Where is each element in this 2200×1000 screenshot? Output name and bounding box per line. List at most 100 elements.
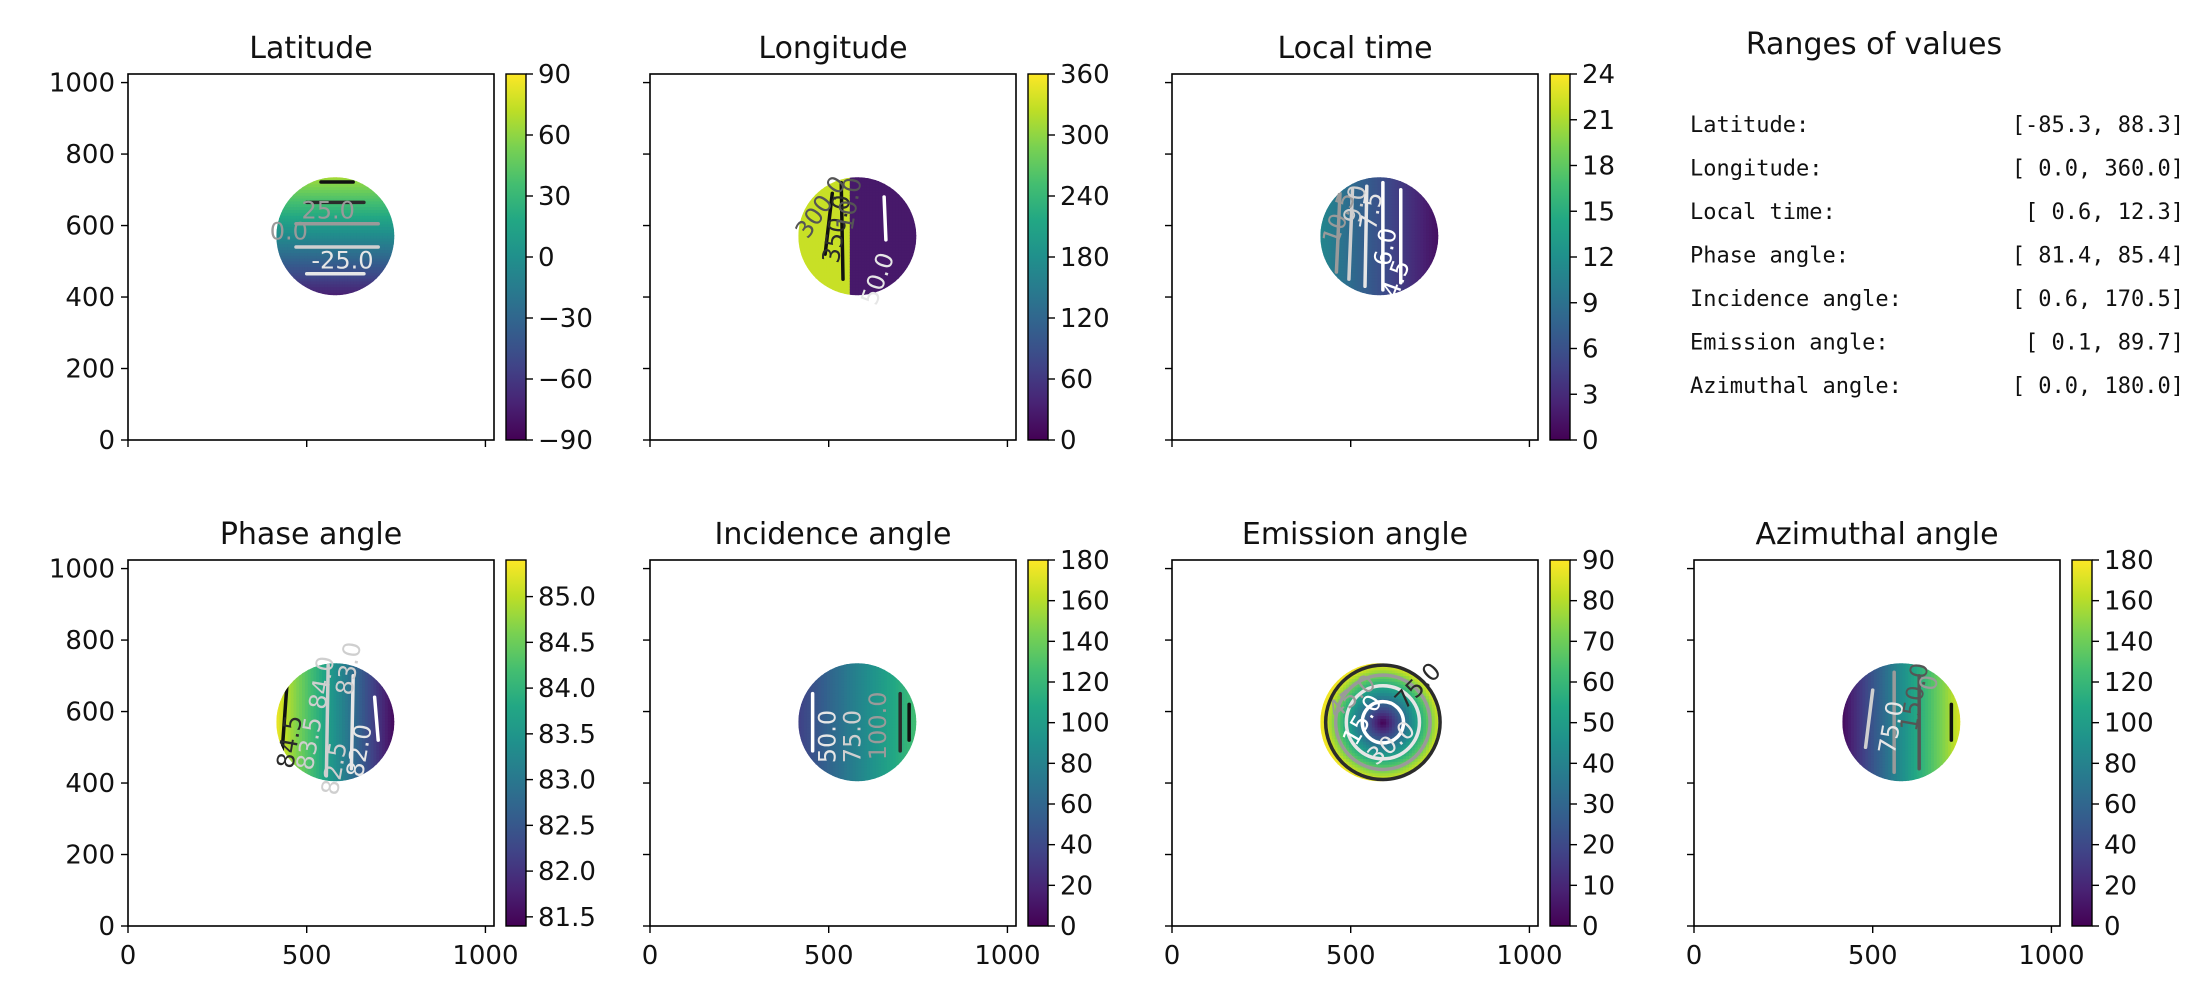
pixel [798,192,802,196]
pixel [347,263,352,268]
pixel [1351,232,1356,236]
pixel [864,198,868,202]
pixel [299,178,303,182]
pixel [322,263,326,268]
pixel [387,198,392,202]
pixel [812,252,817,256]
pixel [832,183,837,188]
pixel [806,286,811,291]
pixel [1403,258,1407,262]
pixel [293,209,297,213]
pixel [387,180,392,185]
pixel [898,252,902,256]
pixel [806,186,811,191]
pixel [1403,269,1407,273]
pixel [821,215,825,219]
pixel [869,232,874,236]
pixel [835,189,839,193]
pixel [1337,289,1341,293]
pixel [801,269,805,273]
pixel [826,255,831,259]
pixel [1351,258,1356,262]
pixel [356,212,360,216]
pixel [364,240,369,245]
pixel [1328,209,1333,213]
pixel [1368,189,1373,193]
pixel [824,223,828,228]
pixel [852,192,857,196]
pixel [1388,269,1393,273]
pixel [855,240,859,245]
pixel [322,269,326,273]
pixel [1337,252,1341,256]
pixel [872,200,877,205]
pixel [376,178,380,182]
pixel [852,209,857,213]
pixel [336,278,340,282]
pixel [881,280,885,285]
pixel [886,180,891,185]
pixel [1354,260,1359,265]
pixel [1406,215,1410,219]
pixel [832,249,837,253]
pixel [1394,212,1399,216]
pixel [304,258,309,262]
pixel [290,206,295,211]
pixel [815,212,819,216]
pixel [382,192,386,196]
pixel [384,178,389,182]
pixel [296,177,300,179]
pixel [1403,255,1407,259]
pixel [387,240,392,245]
pixel [869,186,874,191]
pixel [322,235,326,239]
pixel [875,266,879,271]
pixel [284,209,289,213]
pixel [829,292,834,296]
pixel [855,220,859,225]
pixel [319,186,323,191]
pixel [1360,235,1364,239]
pixel [376,189,380,193]
pixel [844,243,848,248]
pixel [330,266,335,271]
pixel [1323,186,1327,191]
pixel [370,260,375,265]
pixel [1386,266,1390,271]
pixel [866,255,871,259]
pixel [359,209,363,213]
pixel [804,272,808,276]
pixel [1374,286,1379,291]
pixel [379,177,383,179]
pixel [282,289,286,293]
pixel [353,218,357,222]
pixel [809,283,814,288]
pixel [866,220,871,225]
pixel [1360,212,1364,216]
pixel [806,255,811,259]
pixel [892,249,897,253]
pixel [904,283,908,288]
pixel [384,275,389,279]
pixel [815,289,819,293]
pixel [1394,255,1399,259]
pixel [815,283,819,288]
pixel [287,238,292,242]
pixel [356,278,360,282]
pixel [858,278,862,282]
pixel [319,198,323,202]
pixel [855,243,859,248]
pixel [889,206,894,211]
pixel [846,215,851,219]
pixel [364,280,369,285]
pixel [279,178,283,182]
pixel [861,255,865,259]
pixel [912,283,917,288]
pixel [1391,215,1396,219]
pixel [1374,238,1379,242]
pixel [838,272,842,276]
pixel [1328,223,1333,228]
pixel [282,246,286,251]
pixel [356,292,360,296]
pixel [384,229,389,233]
